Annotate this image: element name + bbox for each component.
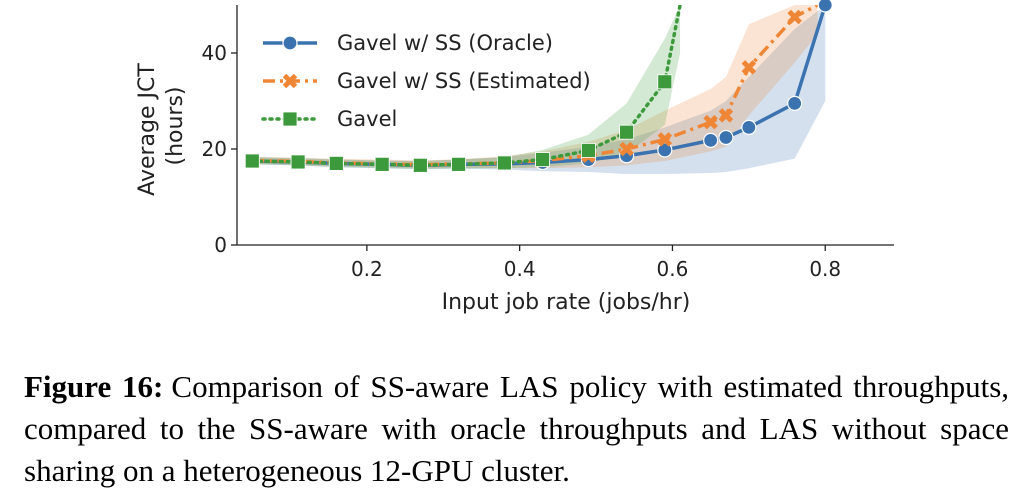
data-point-series-1 <box>817 0 833 13</box>
legend: Gavel w/ SS (Oracle) Gavel w/ SS (Estimat… <box>261 31 591 131</box>
data-point-series-3 <box>451 156 466 172</box>
data-point-series-2 <box>703 114 718 130</box>
legend-label: Gavel <box>337 107 397 131</box>
data-point-series-1 <box>703 132 719 148</box>
data-point-series-3 <box>496 155 512 171</box>
data-point-series-2 <box>619 141 634 157</box>
x-axis-label: Input job rate (jobs/hr) <box>442 290 691 315</box>
data-point-series-3 <box>619 124 635 140</box>
data-point-series-1 <box>787 95 803 112</box>
y-axis-label: Average JCT (hours) <box>135 56 188 196</box>
data-point-series-3 <box>657 74 673 90</box>
data-point-series-3 <box>374 156 390 172</box>
legend-marker <box>282 35 298 51</box>
data-point-series-3 <box>290 154 306 170</box>
legend-entry-3: Gavel <box>261 107 397 131</box>
axes: 0 20 40 0.2 0.4 0.6 0.8 <box>202 5 894 281</box>
data-point-series-3 <box>412 157 428 173</box>
legend-marker <box>282 111 298 127</box>
data-point-series-2 <box>787 9 802 25</box>
data-point-series-2 <box>718 108 734 123</box>
data-point-series-2 <box>741 60 757 75</box>
data-point-series-1 <box>741 119 757 136</box>
caption-label: Figure 16: <box>24 369 164 404</box>
legend-label: Gavel w/ SS (Oracle) <box>337 31 553 55</box>
y-tick-label: 0 <box>214 233 227 257</box>
series-markers <box>244 0 833 173</box>
data-point-series-3 <box>535 152 550 167</box>
figure-caption: Figure 16: Comparison of SS-aware LAS pol… <box>24 366 1009 492</box>
y-tick-label: 20 <box>202 137 227 161</box>
y-axis-label-line-1: Average JCT <box>135 63 160 196</box>
data-point-series-1 <box>718 129 734 146</box>
x-tick-label: 0.4 <box>504 257 536 281</box>
legend-marker <box>282 73 298 89</box>
y-axis-label-line-2: (hours) <box>163 86 188 165</box>
legend-entry-2: Gavel w/ SS (Estimated) <box>263 69 591 93</box>
caption-text: Comparison of SS-aware LAS policy with e… <box>24 369 1010 488</box>
y-tick-label: 40 <box>202 41 227 65</box>
x-tick-label: 0.6 <box>657 257 689 281</box>
data-point-series-1 <box>657 142 673 158</box>
data-point-series-2 <box>657 132 673 147</box>
legend-label: Gavel w/ SS (Estimated) <box>337 69 591 93</box>
x-tick-label: 0.8 <box>809 257 841 281</box>
data-point-series-3 <box>244 153 260 169</box>
band-series-2 <box>252 5 818 169</box>
legend-entry-1: Gavel w/ SS (Oracle) <box>263 31 553 55</box>
x-tick-label: 0.2 <box>351 257 383 281</box>
data-point-series-3 <box>581 143 596 158</box>
data-point-series-3 <box>328 155 344 171</box>
